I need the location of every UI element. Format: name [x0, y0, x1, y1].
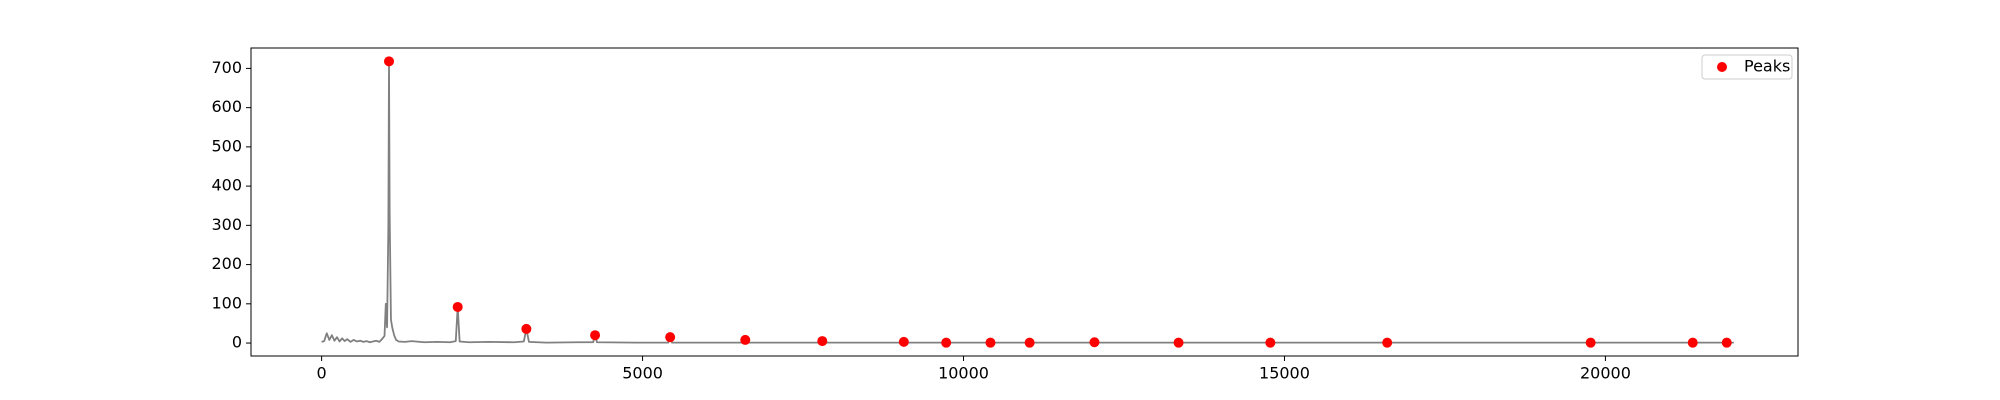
peak-marker — [898, 336, 909, 347]
peak-marker — [1265, 337, 1276, 348]
y-tick-label: 300 — [211, 215, 242, 234]
y-tick-label: 100 — [211, 293, 242, 312]
y-tick-label: 600 — [211, 97, 242, 116]
peak-marker — [941, 337, 952, 348]
peak-marker — [384, 56, 395, 67]
peak-marker — [1382, 337, 1393, 348]
legend-marker — [1717, 62, 1727, 72]
peak-marker — [985, 337, 996, 348]
peak-marker — [1173, 337, 1184, 348]
x-tick-label: 10000 — [938, 364, 989, 383]
y-tick-label: 400 — [211, 176, 242, 195]
y-tick-label: 500 — [211, 136, 242, 155]
peak-marker — [1721, 337, 1732, 348]
x-tick-label: 5000 — [622, 364, 663, 383]
peak-marker — [1089, 337, 1100, 348]
y-tick-label: 700 — [211, 58, 242, 77]
x-tick-label: 0 — [317, 364, 327, 383]
peak-marker — [1687, 337, 1698, 348]
peak-marker — [1585, 337, 1596, 348]
peak-marker — [452, 301, 463, 312]
peak-marker — [740, 334, 751, 345]
spectrum-line — [321, 60, 1734, 344]
peak-marker — [665, 332, 676, 343]
y-tick-label: 200 — [211, 254, 242, 273]
plot-frame — [250, 47, 1799, 357]
x-tick-label: 20000 — [1580, 364, 1631, 383]
peak-marker — [521, 323, 532, 334]
x-tick-label: 15000 — [1259, 364, 1310, 383]
peak-marker — [590, 330, 601, 341]
peak-marker — [1024, 337, 1035, 348]
legend-box — [1701, 54, 1793, 80]
legend-label: Peaks — [1744, 57, 1790, 76]
peak-marker — [817, 336, 828, 347]
y-tick-label: 0 — [232, 333, 242, 352]
